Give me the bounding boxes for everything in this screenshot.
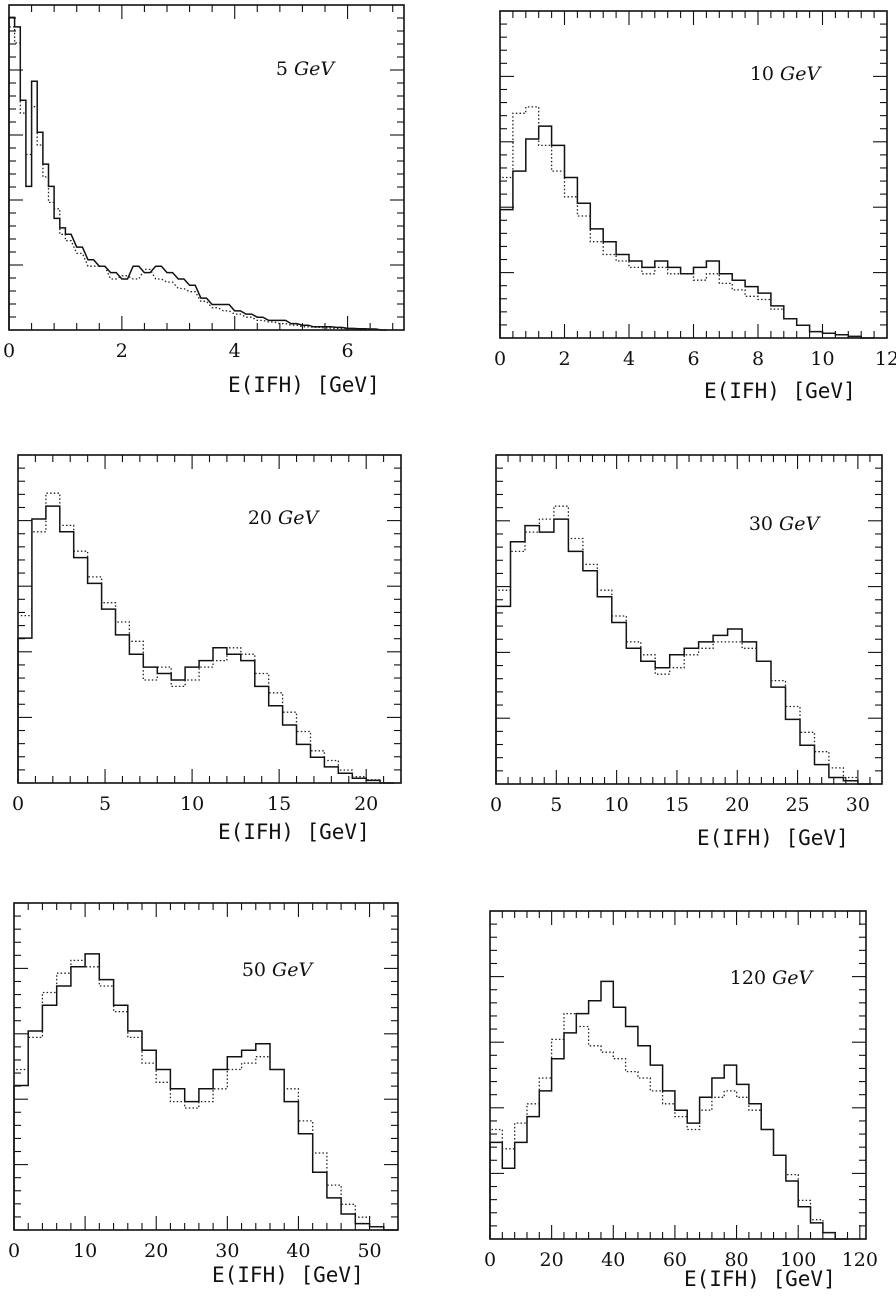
beam-energy-value: 120 [730, 967, 772, 989]
beam-energy-value: 5 [276, 58, 294, 80]
x-axis-label: E(IFH) [GeV] [697, 826, 849, 850]
x-axis-label: E(IFH) [GeV] [228, 373, 380, 397]
x-tick-label: 120 [842, 1249, 878, 1271]
dotted-histogram-series [13, 959, 398, 1231]
x-tick-label: 4 [229, 340, 241, 362]
x-tick-label: 60 [663, 1249, 687, 1271]
plot-frame [489, 910, 867, 1240]
solid-histogram-series [17, 505, 394, 784]
x-tick-label: 5 [550, 794, 562, 816]
x-tick-label: 2 [116, 340, 128, 362]
beam-energy-unit: GeV [772, 967, 814, 989]
beam-energy-unit: GeV [294, 58, 336, 80]
solid-histogram-series [495, 518, 873, 785]
x-tick-label: 10 [180, 793, 204, 815]
beam-energy-unit: GeV [272, 959, 314, 981]
x-tick-label: 2 [558, 348, 570, 370]
x-tick-label: 40 [286, 1240, 310, 1262]
beam-energy-unit: GeV [278, 507, 320, 529]
x-axis-label: E(IFH) [GeV] [218, 820, 370, 844]
solid-histogram-series [489, 980, 848, 1240]
x-tick-label: 30 [846, 794, 870, 816]
histogram-panel-10gev: 0 2 4 6 8 10 12 E(IFH) [GeV] 10 GeV [494, 10, 896, 403]
x-tick-label: 10 [605, 794, 629, 816]
x-tick-label: 8 [752, 348, 764, 370]
x-tick-label: 15 [267, 793, 291, 815]
x-axis-label: E(IFH) [GeV] [212, 1263, 364, 1287]
x-tick-label: 10 [73, 1240, 97, 1262]
beam-energy-unit: GeV [780, 63, 822, 85]
dotted-histogram-series [499, 106, 875, 339]
x-tick-label: 0 [8, 1240, 20, 1262]
x-tick-label: 0 [490, 794, 502, 816]
x-tick-label: 80 [724, 1249, 748, 1271]
x-tick-label: 5 [99, 793, 111, 815]
x-tick-label: 25 [785, 794, 809, 816]
dotted-histogram-series [495, 505, 873, 785]
beam-energy-label: 120 GeV [730, 967, 815, 989]
beam-energy-label: 5 GeV [276, 58, 337, 80]
x-tick-label: 20 [725, 794, 749, 816]
beam-energy-value: 50 [242, 959, 272, 981]
x-tick-label: 10 [810, 348, 834, 370]
plot-frame [495, 454, 883, 785]
x-tick-label: 0 [3, 340, 15, 362]
histogram-panel-5gev: 0 2 4 6 E(IFH) [GeV] 5 GeV [3, 4, 405, 397]
x-tick-label: 50 [357, 1240, 381, 1262]
x-tick-label: 0 [494, 348, 506, 370]
histogram-panel-30gev: 0 5 10 15 20 25 30 E(IFH) [GeV] 30 GeV [490, 454, 883, 850]
plot-frame [13, 902, 399, 1231]
beam-energy-value: 10 [750, 63, 780, 85]
x-axis-label: E(IFH) [GeV] [704, 379, 856, 403]
plot-frame [8, 4, 405, 331]
solid-histogram-series [499, 125, 875, 339]
x-tick-label: 4 [623, 348, 635, 370]
beam-energy-label: 30 GeV [749, 513, 822, 535]
histogram-panel-20gev: 0 5 10 15 20 E(IFH) [GeV] 20 GeV [12, 454, 402, 844]
plot-frame [17, 454, 402, 784]
x-tick-label: 0 [12, 793, 24, 815]
x-tick-label: 12 [875, 348, 896, 370]
histogram-panel-50gev: 0 10 20 30 40 50E(IFH) [GeV]50 GeV [8, 902, 399, 1287]
plot-frame [499, 10, 888, 339]
x-tick-label: 20 [354, 793, 378, 815]
beam-energy-label: 20 GeV [248, 507, 321, 529]
beam-energy-label: 50 GeV [242, 959, 315, 981]
beam-energy-unit: GeV [779, 513, 821, 535]
x-tick-label: 6 [687, 348, 699, 370]
histogram-panel-120gev: 0 20 40 60 80 100 120 E(IFH) [GeV] 120 GeV [484, 910, 878, 1291]
x-tick-label: 15 [665, 794, 689, 816]
x-tick-label: 40 [601, 1249, 625, 1271]
x-tick-label: 0 [484, 1249, 496, 1271]
dotted-histogram-series [17, 492, 394, 784]
x-tick-label: 30 [215, 1240, 239, 1262]
beam-energy-value: 30 [749, 513, 779, 535]
x-tick-label: 20 [540, 1249, 564, 1271]
x-axis-label: E(IFH) [GeV] [684, 1267, 836, 1291]
x-tick-label: 20 [144, 1240, 168, 1262]
dotted-histogram-series [489, 1012, 848, 1240]
beam-energy-label: 10 GeV [750, 63, 823, 85]
x-tick-label: 100 [780, 1249, 816, 1271]
solid-histogram-series [13, 953, 398, 1231]
x-tick-label: 6 [342, 340, 354, 362]
beam-energy-value: 20 [248, 507, 278, 529]
